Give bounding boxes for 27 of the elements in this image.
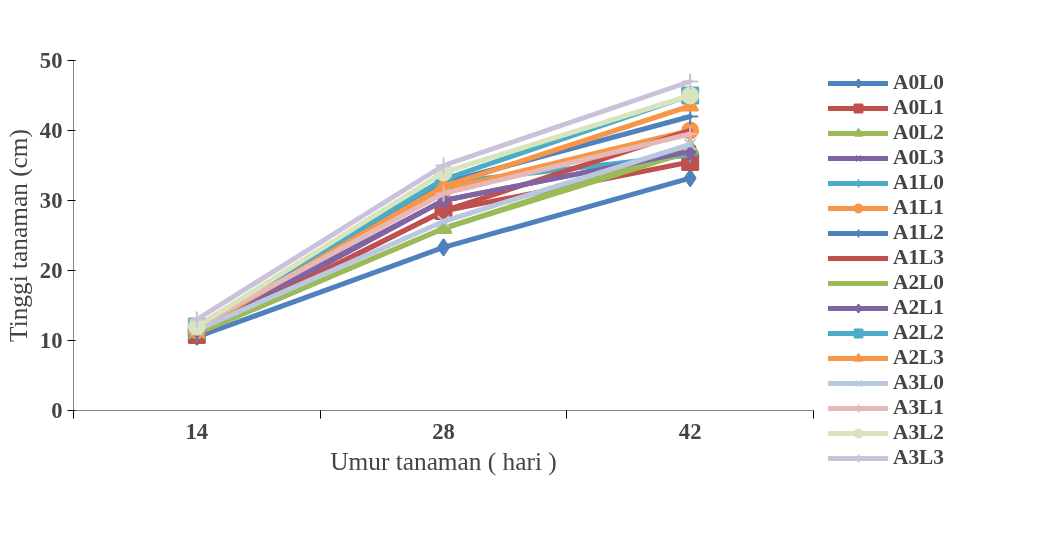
y-axis-title: Tinggi tanaman (cm): [3, 129, 33, 342]
legend-label: A3L3: [893, 445, 944, 470]
legend-label: A0L2: [893, 120, 944, 145]
legend-label: A2L1: [893, 295, 944, 320]
y-tick-label: 50: [39, 48, 63, 73]
x-tick-label: 42: [678, 418, 702, 444]
legend-label: A2L2: [893, 320, 944, 345]
legend-label: A2L3: [893, 345, 944, 370]
legend-label: A0L1: [893, 95, 944, 120]
x-tick-label: 28: [432, 418, 455, 444]
x-tick-label: 14: [185, 418, 209, 444]
legend-label: A2L0: [893, 270, 944, 295]
y-tick-label: 40: [39, 118, 63, 143]
legend-label: A1L3: [893, 245, 944, 270]
legend-label: A3L1: [893, 395, 944, 420]
y-tick-label: 0: [51, 398, 63, 423]
x-axis-title: Umur tanaman ( hari ): [330, 446, 557, 476]
legend-label: A0L3: [893, 145, 944, 170]
legend-label: A1L1: [893, 195, 944, 220]
legend-label: A1L0: [893, 170, 944, 195]
legend-label: A3L0: [893, 370, 944, 395]
legend-label: A3L2: [893, 420, 944, 445]
y-tick-label: 10: [39, 328, 63, 353]
y-tick-label: 20: [39, 258, 63, 283]
legend-label: A0L0: [893, 70, 944, 95]
legend-label: A1L2: [893, 220, 944, 245]
y-tick-label: 30: [39, 188, 63, 213]
